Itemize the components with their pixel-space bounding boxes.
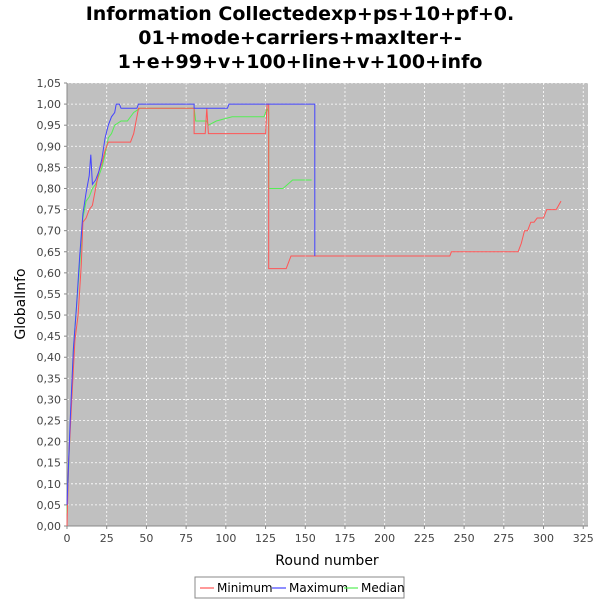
chart-title-line-2: 01+mode+carriers+maxIter+- [138,27,462,49]
x-axis-title: Round number [275,553,379,569]
x-tick-label: 150 [295,532,316,545]
series-line-maximum [66,103,316,505]
y-tick-label: 0,90 [37,140,62,153]
y-tick-label: 0,85 [37,161,62,174]
series-layer [66,103,562,527]
legend: Minimum Maximum Median [194,576,405,599]
y-tick-label: 0,55 [37,288,62,301]
y-tick-label: 0,15 [37,457,62,470]
chart-title-line-3: 1+e+99+v+100+line+v+100+info [117,51,483,73]
x-tick-label: 25 [100,532,114,545]
legend-box [194,576,405,599]
x-tick-label: 325 [573,532,594,545]
y-tick-label: 0,40 [37,351,62,364]
y-tick-label: 0,45 [37,330,62,343]
x-tick-label: 0 [64,532,71,545]
y-tick-label: 0,80 [37,182,62,195]
chart-title: Information Collectedexp+ps+10+pf+0. 01+… [60,2,540,74]
legend-label-maximum: Maximum [289,581,348,595]
y-tick-label: 0,70 [37,225,62,238]
y-tick-label: 0,75 [37,204,62,217]
x-tick-label: 125 [255,532,276,545]
y-tick-label: 0,10 [37,478,62,491]
series-line-minimum [66,103,562,527]
series-line-median [66,106,312,514]
y-tick-label: 0,25 [37,415,62,428]
plot-area [67,83,588,526]
legend-label-median: Median [361,581,405,595]
x-tick-label: 250 [454,532,475,545]
x-tick-label: 75 [179,532,193,545]
axes: 0,00 0,05 0,10 0,15 0,20 0,25 0,30 0,35 0,40 0,45… [37,77,594,545]
x-tick-label: 100 [215,532,236,545]
y-tick-label: 0,00 [37,520,62,533]
x-tick-label: 175 [334,532,355,545]
y-tick-label: 0,05 [37,499,62,512]
y-tick-label: 0,35 [37,372,62,385]
legend-label-minimum: Minimum [217,581,273,595]
x-tick-label: 275 [493,532,514,545]
y-axis-title: GlobalInfo [13,268,29,339]
y-tick-label: 0,20 [37,436,62,449]
x-tick-label: 300 [533,532,554,545]
y-tick-label: 1,05 [37,77,62,90]
y-tick-label: 1,00 [37,98,62,111]
y-tick-label: 0,60 [37,267,62,280]
y-tick-label: 0,65 [37,246,62,259]
x-tick-label: 200 [374,532,395,545]
y-tick-label: 0,30 [37,393,62,406]
chart-title-line-1: Information Collectedexp+ps+10+pf+0. [85,3,515,25]
y-tick-label: 0,95 [37,119,62,132]
x-tick-label: 50 [139,532,153,545]
x-tick-label: 225 [414,532,435,545]
y-tick-label: 0,50 [37,309,62,322]
